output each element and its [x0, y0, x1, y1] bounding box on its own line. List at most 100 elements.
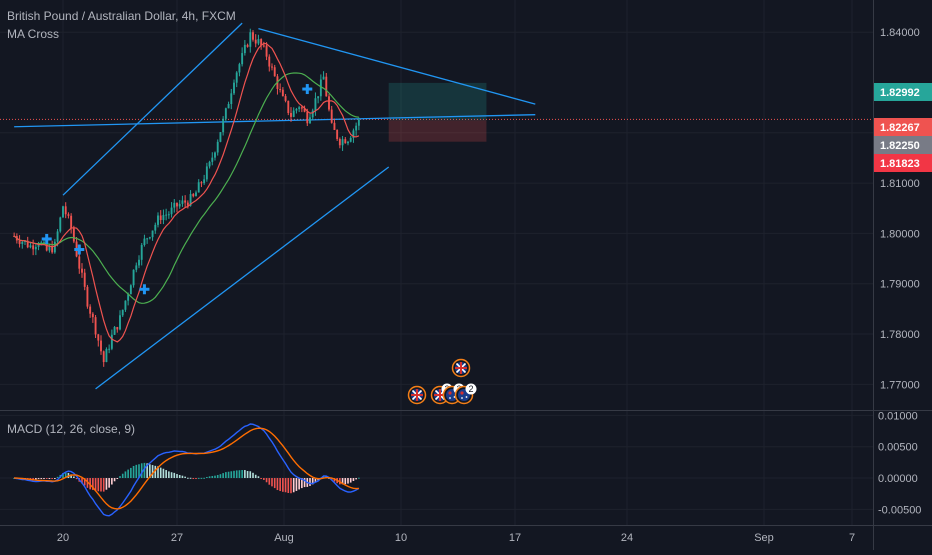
- macd-histogram-bar: [32, 478, 34, 480]
- candle-body: [81, 268, 83, 273]
- ma-fast-line: [13, 42, 360, 343]
- economic-event-marker[interactable]: [451, 358, 471, 378]
- candle-body: [154, 224, 157, 231]
- candle-body: [34, 246, 37, 250]
- candle-body: [349, 137, 352, 142]
- ma-cross-legend[interactable]: MA Cross: [7, 27, 60, 41]
- macd-histogram-bar: [135, 464, 138, 479]
- macd-legend[interactable]: MACD (12, 26, close, 9): [7, 422, 136, 436]
- macd-histogram-bar: [102, 478, 105, 492]
- candle-body: [70, 215, 73, 229]
- entry-price-badge: 1.82250: [874, 136, 932, 154]
- macd-tick-label: 0.00000: [878, 473, 918, 485]
- macd-histogram-bar: [265, 478, 268, 483]
- price-badge-label: 1.82250: [880, 140, 920, 152]
- macd-histogram-bar: [151, 465, 154, 479]
- macd-histogram-bar: [192, 478, 195, 480]
- macd-histogram-bar: [187, 477, 189, 479]
- candle-body: [94, 317, 97, 335]
- candle-body: [300, 107, 303, 109]
- macd-histogram-bar: [284, 478, 287, 493]
- macd-histogram-bar: [298, 478, 300, 490]
- macd-histogram-bar: [330, 478, 333, 480]
- candle-body: [325, 76, 328, 97]
- candle-body: [357, 119, 360, 126]
- macd-histogram-bar: [159, 467, 162, 479]
- ma-cross-marker: [139, 284, 150, 295]
- macd-histogram-bar: [211, 475, 214, 479]
- price-badge-label: 1.82992: [880, 87, 920, 99]
- macd-histogram-bar: [271, 478, 273, 487]
- macd-tick-label: -0.00500: [878, 504, 921, 516]
- candle-body: [67, 214, 70, 216]
- macd-histogram-bar: [116, 478, 119, 480]
- candle-body: [86, 286, 89, 307]
- macd-histogram-bar: [75, 478, 78, 480]
- stop-loss-zone: [388, 120, 487, 142]
- candle-body: [129, 285, 132, 295]
- macd-histogram-bar: [214, 475, 216, 479]
- macd-histogram-bar: [290, 478, 292, 494]
- macd-histogram-bar: [73, 476, 75, 479]
- candle-body: [181, 200, 184, 204]
- candle-body: [336, 129, 339, 139]
- candle-body: [227, 104, 230, 109]
- macd-histogram-bar: [279, 478, 281, 492]
- candle-body: [151, 230, 154, 238]
- price-badge-label: 1.82267: [880, 122, 920, 134]
- macd-histogram-bar: [244, 470, 246, 479]
- candle-body: [189, 194, 192, 206]
- ma-slow-line: [13, 72, 359, 304]
- macd-histogram-bar: [83, 478, 86, 486]
- candle-body: [116, 327, 119, 330]
- candle-body: [178, 203, 181, 207]
- candle-body: [146, 238, 149, 240]
- target-price-badge: 1.82992: [874, 83, 932, 101]
- macd-histogram-bar: [124, 471, 127, 479]
- candle-body: [200, 182, 203, 184]
- macd-histogram-bar: [344, 478, 347, 485]
- stop-price-badge: 1.81823: [874, 154, 932, 172]
- candle-body: [306, 111, 309, 124]
- macd-histogram-bar: [138, 464, 140, 479]
- macd-histogram-bar: [273, 478, 276, 489]
- candle-body: [341, 139, 344, 146]
- macd-tick-label: 0.01000: [878, 410, 918, 422]
- price-tick-label: 1.81000: [880, 178, 920, 190]
- macd-histogram-bar: [189, 477, 192, 479]
- time-tick-label: Sep: [754, 532, 774, 544]
- macd-histogram-bar: [140, 463, 143, 479]
- macd-histogram-bar: [45, 478, 48, 480]
- macd-histogram-bar: [184, 476, 186, 479]
- macd-histogram-bar: [97, 478, 100, 492]
- candle-body: [268, 56, 271, 67]
- macd-histogram-bar: [257, 476, 260, 479]
- candle-body: [192, 194, 195, 197]
- macd-histogram-bar: [94, 478, 97, 491]
- macd-histogram-bar: [51, 478, 53, 480]
- candle-body: [143, 238, 146, 246]
- macd-histogram-bar: [48, 478, 51, 480]
- time-tick-label: Aug: [274, 532, 294, 544]
- candle-body: [298, 107, 301, 109]
- uk-flag-icon: [455, 362, 467, 374]
- candle-body: [355, 125, 358, 131]
- candle-body: [254, 39, 257, 44]
- macd-histogram-bar: [121, 473, 124, 479]
- candle-body: [290, 113, 292, 117]
- macd-histogram-bar: [181, 475, 184, 479]
- candle-body: [211, 157, 214, 162]
- economic-event-marker[interactable]: [407, 385, 427, 405]
- macd-histogram-bar: [238, 470, 241, 479]
- economic-event-marker[interactable]: 2: [454, 383, 477, 405]
- candle-body: [26, 240, 29, 248]
- macd-histogram-bar: [40, 478, 43, 480]
- signal-line: [14, 427, 359, 510]
- macd-histogram-bar: [165, 470, 167, 479]
- candle-body: [135, 265, 138, 270]
- macd-histogram-bar: [230, 471, 233, 479]
- time-tick-label: 20: [57, 532, 69, 544]
- macd-histogram-bar: [149, 464, 151, 479]
